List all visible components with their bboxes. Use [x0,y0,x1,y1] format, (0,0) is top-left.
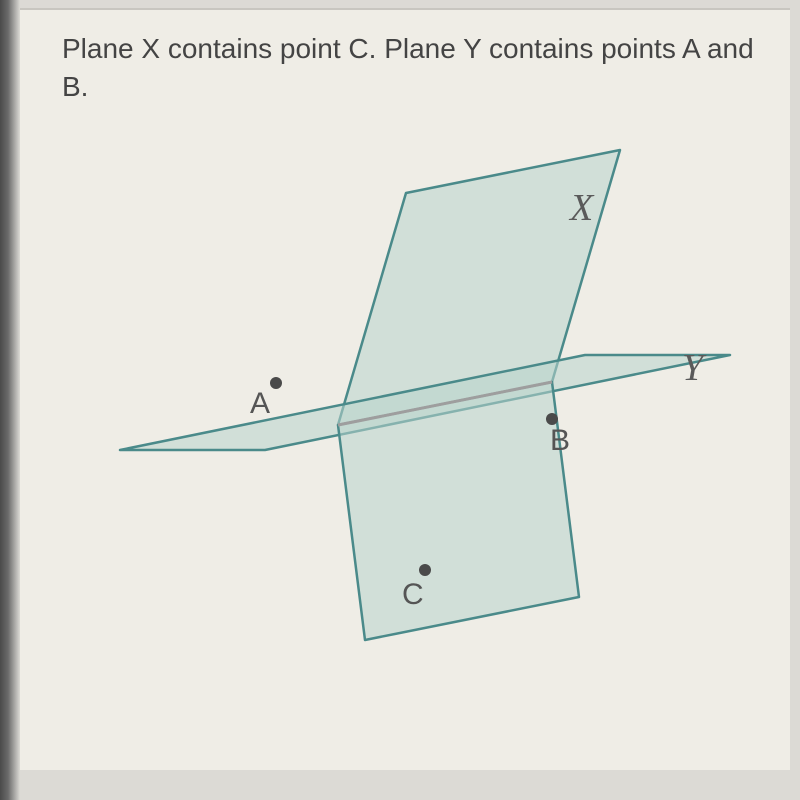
planes-diagram: X Y A B C [100,130,740,710]
content-area: Plane X contains point C. Plane Y contai… [20,8,790,770]
plane-y-label: Y [682,347,707,389]
question-text: Plane X contains point C. Plane Y contai… [62,30,760,106]
point-a-label: A [250,387,270,420]
point-a [270,377,282,389]
point-c-label: C [402,578,424,611]
point-b-label: B [550,424,570,457]
window-left-edge [0,0,20,800]
plane-x-label: X [568,187,595,229]
point-c [419,564,431,576]
plane-x-lower [338,382,579,640]
